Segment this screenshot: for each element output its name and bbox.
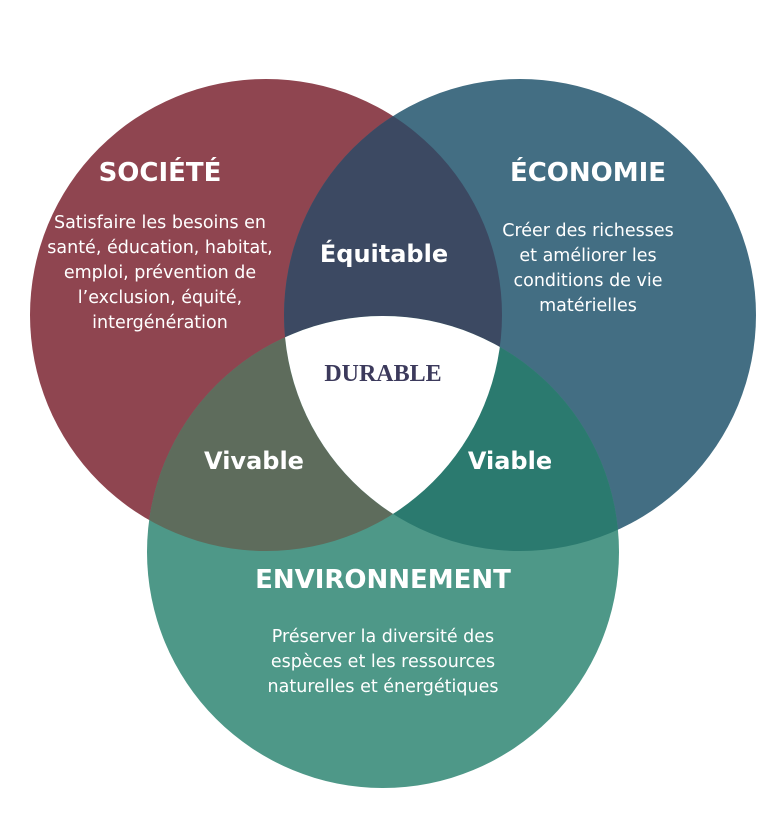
environnement-title: ENVIRONNEMENT <box>255 565 511 595</box>
economie-line: Créer des richesses <box>502 221 674 241</box>
societe-line: santé, éducation, habitat, <box>47 238 272 258</box>
societe-title: SOCIÉTÉ <box>99 156 222 188</box>
durable-label: DURABLE <box>324 361 441 387</box>
equitable-label: Équitable <box>320 239 448 268</box>
environnement-line: naturelles et énergétiques <box>268 677 499 697</box>
economie-line: conditions de vie <box>513 271 662 291</box>
economie-line: matérielles <box>539 296 637 316</box>
societe-line: intergénération <box>92 313 228 333</box>
environnement-line: Préserver la diversité des <box>272 627 494 647</box>
viable-label: Viable <box>468 447 552 475</box>
economie-title: ÉCONOMIE <box>510 156 666 188</box>
societe-line: l’exclusion, équité, <box>78 288 242 308</box>
societe-line: emploi, prévention de <box>64 263 256 283</box>
environnement-line: espèces et les ressources <box>271 652 495 672</box>
intersection-viable <box>284 316 619 551</box>
vivable-label: Vivable <box>204 447 304 475</box>
societe-line: Satisfaire les besoins en <box>54 213 266 233</box>
economie-line: et améliorer les <box>519 246 656 266</box>
